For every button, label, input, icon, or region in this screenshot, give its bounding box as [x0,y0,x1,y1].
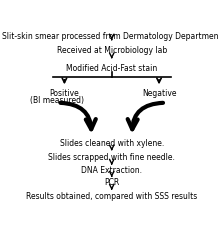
Text: Modified Acid-Fast stain: Modified Acid-Fast stain [66,64,157,73]
Text: Positive: Positive [49,88,79,97]
Text: DNA Extraction.: DNA Extraction. [81,166,142,174]
Text: Negative: Negative [142,88,176,97]
Text: Results obtained, compared with SSS results: Results obtained, compared with SSS resu… [26,191,197,200]
Text: PCR: PCR [104,177,119,186]
Text: (BI measured): (BI measured) [30,95,84,104]
Text: Slides cleaned with xylene.: Slides cleaned with xylene. [60,138,164,147]
Text: Received at Microbiology lab: Received at Microbiology lab [57,46,167,55]
Text: Slit-skin smear processed from Dermatology Department: Slit-skin smear processed from Dermatolo… [2,32,218,41]
Text: Slides scrapped with fine needle.: Slides scrapped with fine needle. [48,152,175,161]
